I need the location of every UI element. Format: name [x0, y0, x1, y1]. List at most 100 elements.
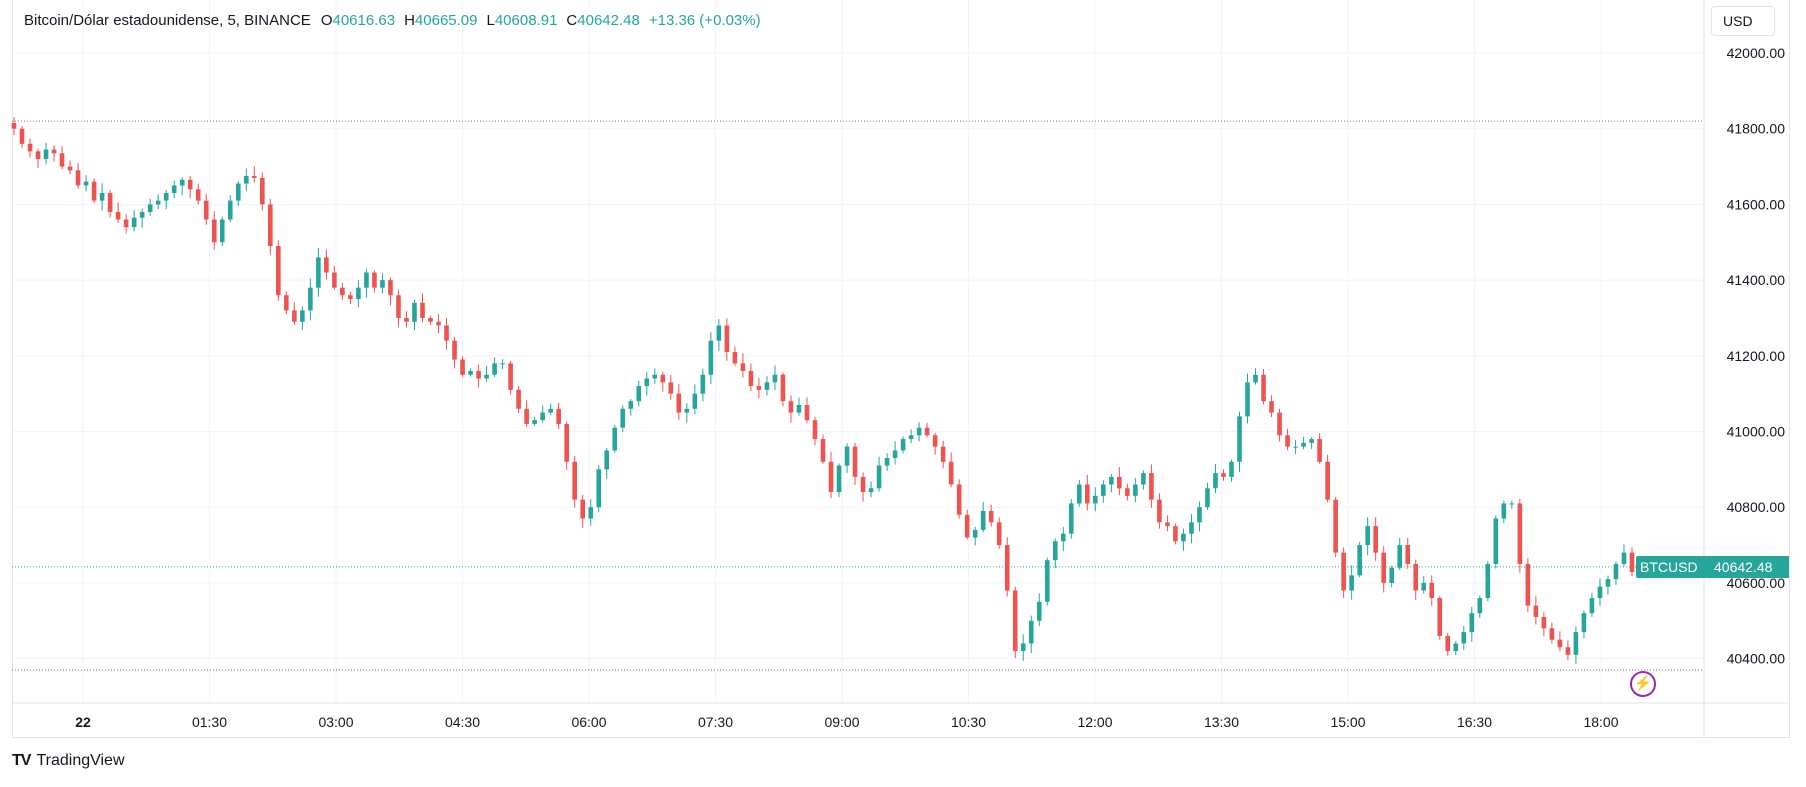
candle-body — [1413, 563, 1419, 591]
candle-body — [492, 363, 497, 375]
candle-body — [348, 295, 353, 300]
candle-body — [1221, 473, 1226, 477]
price-axis: 40400.00 40600.00 40800.00 41000.00 41200.00… — [1703, 0, 1786, 738]
candle-body — [1349, 575, 1354, 591]
candle-body — [852, 446, 858, 477]
candle-body — [1085, 484, 1090, 504]
candle-body — [668, 382, 674, 394]
candle-body — [316, 257, 321, 288]
time-tick-label: 18:00 — [1583, 714, 1618, 730]
candle-body — [572, 461, 577, 500]
symbol-title: Bitcoin/Dólar estadounidense, 5, BINANCE — [24, 12, 311, 29]
candle-body — [356, 287, 361, 300]
candle-body — [1373, 526, 1378, 553]
candle-body — [556, 408, 561, 424]
price-tick-label: 41600.00 — [1727, 196, 1786, 212]
candle-body — [340, 287, 345, 296]
candle-body — [476, 370, 481, 379]
candle-body — [892, 450, 898, 458]
candle-body — [260, 177, 265, 205]
candle-body — [1004, 545, 1010, 591]
candle-body — [1012, 590, 1018, 652]
candle-body — [195, 189, 201, 201]
candle-body — [163, 193, 169, 201]
candle-body — [716, 325, 722, 341]
candle-body — [908, 435, 914, 440]
candle-body — [1589, 598, 1595, 614]
time-tick-label: 03:00 — [318, 714, 353, 730]
candle-body — [59, 153, 65, 167]
candle-body — [187, 179, 193, 190]
candle-body — [1181, 533, 1186, 542]
time-axis: 22 01:30 03:00 04:30 06:00 07:30 09:00 10:30 12:… — [12, 702, 1790, 730]
candle-body — [1333, 499, 1338, 553]
candle-body — [692, 393, 698, 409]
candle-body — [1557, 639, 1563, 648]
symbol-price-tag: BTCUSD — [1636, 555, 1705, 578]
candle-body — [700, 374, 706, 394]
candle-body — [940, 446, 946, 462]
candle-body — [75, 170, 81, 186]
candle-body — [1365, 526, 1370, 546]
candle-body — [428, 317, 433, 322]
price-tick-label: 41200.00 — [1727, 348, 1786, 364]
currency-button[interactable]: USD — [1711, 6, 1775, 36]
time-tick-label: 13:30 — [1204, 714, 1239, 730]
candle-body — [636, 386, 642, 402]
candle-body — [740, 363, 746, 371]
time-tick-label: 01:30 — [192, 714, 227, 730]
candle-body — [828, 461, 834, 493]
candle-body — [1117, 476, 1122, 489]
candle-body — [284, 295, 289, 311]
candle-body — [788, 401, 794, 413]
candle-body — [532, 420, 537, 424]
candle-body — [123, 219, 129, 228]
candle-body — [1445, 635, 1451, 652]
time-tick-label: 06:00 — [571, 714, 606, 730]
candle-body — [996, 522, 1002, 546]
candle-body — [436, 321, 441, 326]
candle-body — [1437, 598, 1443, 636]
candle-body — [227, 200, 233, 220]
candle-body — [1485, 563, 1491, 599]
candle-body — [43, 149, 49, 159]
candle-body — [1189, 522, 1194, 534]
last-price-tag: 40642.48 — [1705, 555, 1789, 578]
candle-body — [1509, 503, 1515, 505]
candle-body — [780, 374, 786, 402]
candle-body — [332, 272, 337, 288]
candle-body — [147, 204, 153, 212]
candle-body — [732, 352, 738, 364]
low-value: 40608.91 — [494, 12, 558, 29]
candle-body — [524, 408, 529, 424]
candle-body — [1533, 605, 1539, 617]
tradingview-brand[interactable]: TV TradingView — [12, 752, 125, 770]
symbol-legend: Bitcoin/Dólar estadounidense, 5, BINANCE… — [24, 12, 761, 29]
candle-body — [83, 181, 89, 186]
lightning-bolt-icon[interactable]: ⚡ — [1630, 671, 1656, 697]
candle-body — [396, 295, 401, 318]
candle-body — [932, 435, 938, 447]
high-key: H — [404, 12, 415, 29]
candle-body — [412, 302, 417, 322]
time-tick-label: 10:30 — [951, 714, 986, 730]
candle-body — [948, 461, 954, 485]
candle-body — [876, 465, 882, 489]
candle-body — [1581, 613, 1587, 633]
price-tick-label: 40800.00 — [1727, 499, 1786, 515]
candle-body — [404, 317, 409, 322]
candle-body — [388, 280, 393, 296]
candle-body — [1101, 484, 1106, 496]
candle-body — [548, 408, 553, 413]
reference-lines — [12, 120, 1703, 671]
candle-body — [1044, 560, 1050, 602]
candle-body — [1020, 643, 1026, 652]
candle-body — [964, 514, 970, 538]
candle-body — [796, 405, 802, 413]
candle-body — [67, 166, 73, 171]
candle-body — [612, 427, 618, 451]
candle-body — [235, 183, 241, 201]
candle-body — [300, 310, 305, 322]
candle-body — [764, 382, 770, 390]
